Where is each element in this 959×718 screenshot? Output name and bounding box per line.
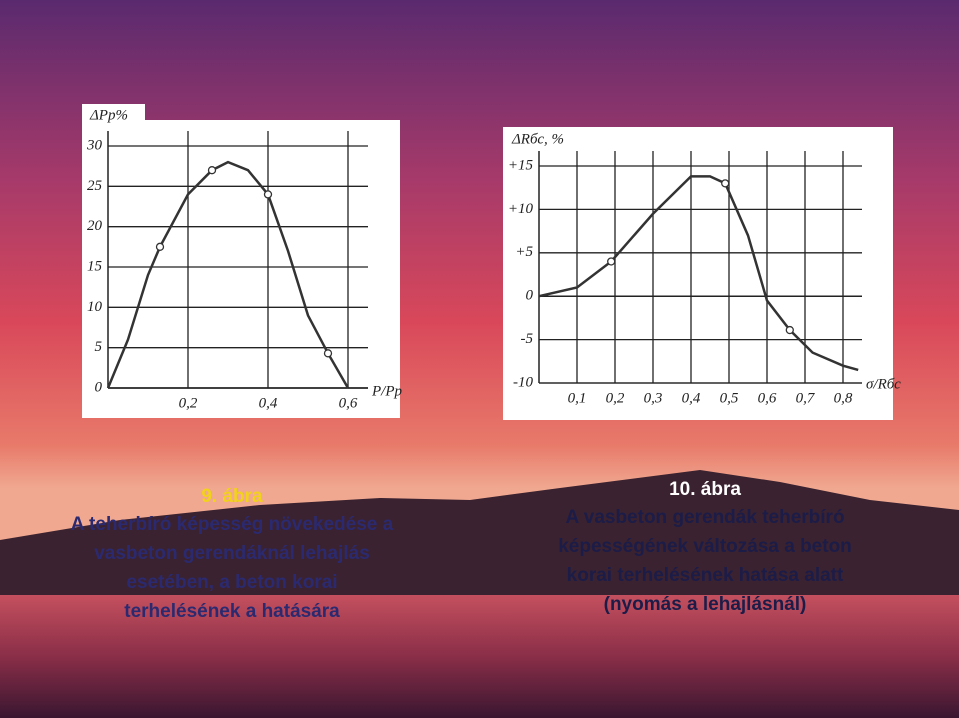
caption-line: esetében, a beton korai	[126, 572, 337, 593]
data-point	[155, 242, 165, 251]
y-tick-label: 5	[95, 339, 103, 355]
x-tick-label: 0,2	[179, 395, 198, 411]
y-tick-label: 0	[526, 288, 534, 304]
y-tick-label: -5	[521, 331, 534, 347]
caption-line: (nyomás a lehajlásnál)	[604, 594, 807, 615]
caption-line: korai terhelésének hatása alatt	[567, 565, 844, 586]
x-tick-label: 0,7	[796, 390, 816, 406]
y-tick-label: 20	[87, 218, 103, 234]
y-tick-label: +15	[508, 157, 534, 173]
caption-line: A vasbeton gerendák teherbíró	[565, 507, 844, 528]
x-tick-label: 0,8	[834, 390, 853, 406]
data-point	[721, 179, 730, 188]
chart-panel	[82, 120, 400, 418]
x-tick-label: 0,4	[682, 390, 701, 406]
chart-panel	[82, 104, 145, 124]
caption-title: 10. ábra	[669, 479, 741, 500]
x-tick-label: 0,1	[568, 390, 587, 406]
x-tick-label: 0,5	[720, 390, 739, 406]
data-point	[785, 325, 794, 335]
y-tick-label: 25	[87, 178, 103, 194]
y-tick-label: +10	[508, 201, 534, 217]
caption-line: képességének változása a beton	[558, 536, 852, 557]
y-tick-label: -10	[513, 374, 533, 390]
y-tick-label: 15	[87, 258, 103, 274]
caption-line: A teherbíró képesség növekedése a	[71, 514, 394, 535]
data-point	[607, 257, 616, 266]
x-axis-label: σ/Rбс	[866, 376, 901, 392]
hills	[0, 470, 959, 600]
x-tick-label: 0,6	[339, 395, 358, 411]
y-tick-label: 10	[87, 299, 103, 315]
chart-panel	[503, 127, 893, 420]
caption-line: vasbeton gerendáknál lehajlás	[94, 543, 370, 564]
y-tick-label: 30	[86, 137, 103, 153]
y-axis-label: ΔRбс, %	[511, 131, 564, 147]
y-tick-label: +5	[515, 244, 533, 260]
curve	[106, 160, 350, 389]
water	[0, 595, 959, 718]
x-tick-label: 0,2	[606, 390, 625, 406]
y-tick-label: 0	[95, 379, 103, 395]
data-point	[207, 166, 217, 175]
x-axis-label: P/Pp	[371, 383, 402, 399]
caption-title: 9. ábra	[201, 486, 263, 507]
x-tick-label: 0,3	[644, 390, 663, 406]
y-axis-label: ΔPp%	[89, 107, 128, 123]
data-point	[323, 349, 333, 358]
caption-line: terhelésének a hatására	[124, 601, 340, 622]
data-point	[263, 190, 273, 199]
x-tick-label: 0,4	[259, 395, 278, 411]
x-tick-label: 0,6	[758, 390, 777, 406]
